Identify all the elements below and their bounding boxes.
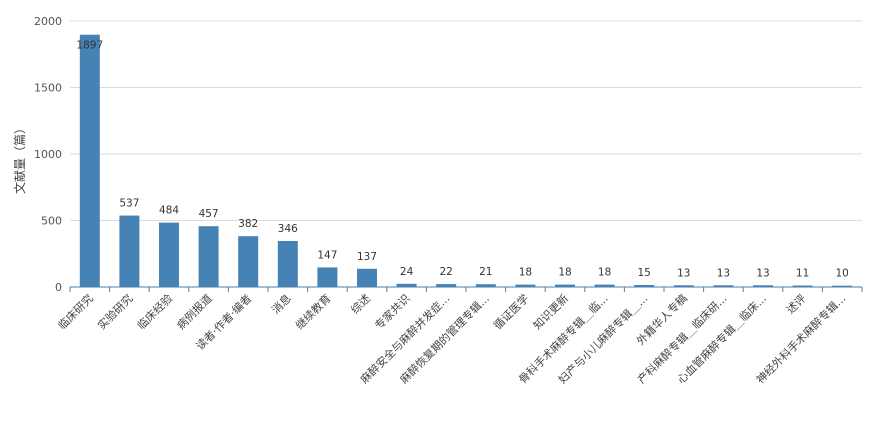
bar xyxy=(475,284,496,287)
data-label: 18 xyxy=(598,267,611,279)
data-label: 22 xyxy=(440,266,453,278)
bar xyxy=(396,283,417,287)
category-label: 消息 xyxy=(268,291,293,316)
y-tick-label: 0 xyxy=(55,281,62,294)
bar xyxy=(515,284,536,287)
bar xyxy=(673,285,694,287)
category-label: 循证医学 xyxy=(491,291,532,332)
bar xyxy=(238,236,259,287)
category-label: 专家共识 xyxy=(372,291,413,332)
category-label: 述评 xyxy=(784,292,809,317)
category-label: 病例报道 xyxy=(174,291,215,332)
bar xyxy=(555,284,575,287)
data-label: 147 xyxy=(317,249,337,261)
bar xyxy=(277,240,298,287)
bar xyxy=(357,268,377,287)
data-label: 24 xyxy=(400,266,414,278)
category-label: 临床经验 xyxy=(134,291,175,332)
data-label: 457 xyxy=(199,208,219,220)
y-tick-label: 2000 xyxy=(34,15,62,28)
y-tick-label: 500 xyxy=(41,215,62,228)
data-label: 18 xyxy=(519,267,532,279)
gridlines xyxy=(70,20,862,221)
bar xyxy=(594,284,615,287)
data-label: 13 xyxy=(677,267,690,279)
data-label: 13 xyxy=(717,267,730,279)
y-axis-label: 文献量（篇） xyxy=(12,122,27,194)
category-label: 知识更新 xyxy=(530,291,571,332)
bar xyxy=(79,34,100,287)
data-label: 1897 xyxy=(76,40,103,52)
bar xyxy=(198,226,219,287)
data-label: 21 xyxy=(479,266,492,278)
category-label: 实验研究 xyxy=(95,291,136,332)
bar xyxy=(436,284,457,287)
data-label: 18 xyxy=(558,267,571,279)
data-labels: 1897 537 484 457 382 346 147 137 24 22 21 18 18 18 15 1… xyxy=(76,40,848,280)
bar xyxy=(832,285,853,287)
data-label: 484 xyxy=(159,205,179,217)
bar xyxy=(634,285,655,287)
data-label: 537 xyxy=(119,198,139,210)
data-label: 13 xyxy=(756,267,769,279)
bar xyxy=(792,285,813,287)
category-label: 临床研究 xyxy=(55,291,96,332)
bar xyxy=(713,285,734,287)
y-axis-ticks: 0 500 1000 1500 2000 xyxy=(34,15,62,294)
data-label: 382 xyxy=(238,218,258,230)
bar xyxy=(119,215,140,287)
data-label: 15 xyxy=(638,267,651,279)
y-tick-label: 1000 xyxy=(34,148,62,161)
y-tick-label: 1500 xyxy=(34,82,62,95)
data-label: 10 xyxy=(836,268,849,280)
bar xyxy=(753,285,773,287)
bar xyxy=(317,267,338,287)
category-label: 综述 xyxy=(348,291,373,316)
data-label: 11 xyxy=(796,268,809,280)
bars xyxy=(79,34,853,287)
category-label: 继续教育 xyxy=(293,291,334,332)
data-label: 346 xyxy=(278,223,298,235)
x-axis-ticks xyxy=(69,287,863,292)
bar xyxy=(159,222,179,287)
data-label: 137 xyxy=(357,251,377,263)
